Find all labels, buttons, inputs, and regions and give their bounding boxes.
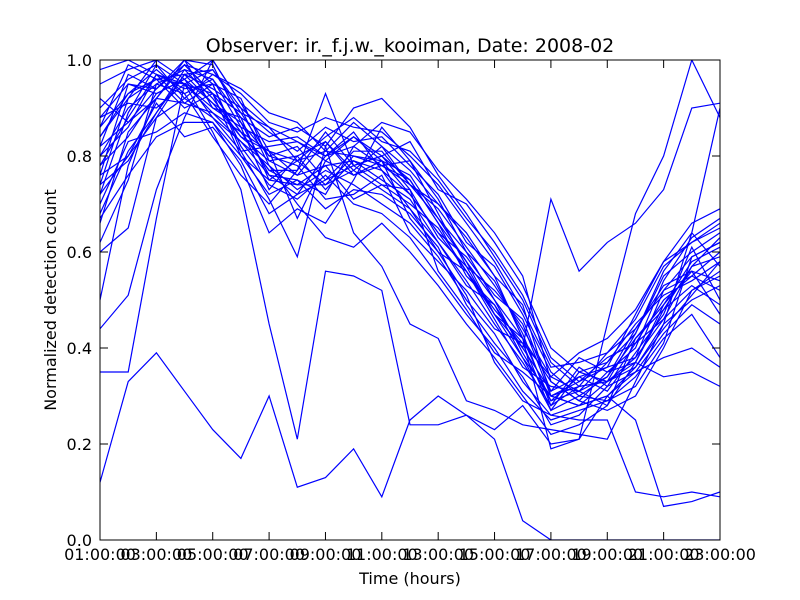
series-line-28 [100, 78, 720, 402]
x-tick-label-5: 09:00:00 [290, 545, 362, 564]
series-layer [100, 60, 720, 540]
series-line-31 [100, 121, 720, 407]
y-axis-label: Normalized detection count [41, 189, 60, 411]
series-line-19 [100, 60, 720, 421]
series-line-2 [100, 82, 720, 508]
series-line-29 [100, 97, 720, 350]
y-tick-label-5: 0.8 [67, 147, 92, 166]
y-tick-label-2: 0.2 [67, 435, 92, 454]
x-tick-label-9: 17:00:00 [515, 545, 587, 564]
x-axis-label: Time (hours) [358, 569, 461, 588]
x-axis: 01:00:0003:00:0005:00:0007:00:0009:00:00… [64, 60, 756, 564]
x-tick-label-1: 01:00:00 [64, 545, 136, 564]
x-tick-label-10: 19:00:00 [571, 545, 643, 564]
series-line-30 [100, 60, 720, 450]
series-line-16 [100, 64, 720, 368]
x-tick-label-6: 11:00:00 [346, 545, 418, 564]
series-line-22 [100, 102, 720, 412]
x-tick-label-8: 15:00:00 [459, 545, 531, 564]
series-line-32 [100, 78, 720, 407]
series-line-18 [100, 60, 720, 383]
x-tick-label-2: 03:00:00 [120, 545, 192, 564]
x-tick-label-12: 23:00:00 [684, 545, 756, 564]
y-tick-label-6: 1.0 [67, 51, 92, 70]
series-line-11 [100, 68, 720, 412]
chart-title: Observer: ir._f.j.w._kooiman, Date: 2008… [206, 35, 615, 57]
x-tick-label-7: 13:00:00 [402, 545, 474, 564]
y-tick-label-1: 0.0 [67, 531, 92, 550]
y-tick-label-3: 0.4 [67, 339, 92, 358]
series-line-3 [100, 60, 720, 498]
series-line-25 [100, 78, 720, 378]
plot-frame [99, 59, 721, 541]
series-line-15 [100, 83, 720, 416]
x-tick-label-4: 07:00:00 [233, 545, 305, 564]
series-line-5 [100, 73, 720, 412]
x-tick-label-11: 21:00:00 [628, 545, 700, 564]
series-line-17 [100, 63, 720, 426]
series-line-23 [100, 73, 720, 388]
y-axis: 0.0 0.2 0.4 0.6 0.8 1.0 [67, 51, 720, 550]
x-tick-label-3: 05:00:00 [177, 545, 249, 564]
series-line-1 [100, 351, 720, 540]
y-tick-label-4: 0.6 [67, 243, 92, 262]
